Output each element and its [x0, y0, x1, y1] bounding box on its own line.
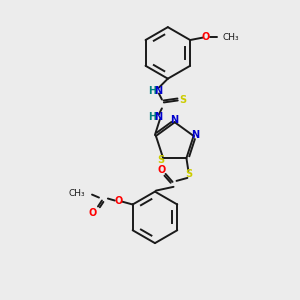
Text: S: S	[179, 95, 186, 106]
Text: CH₃: CH₃	[223, 33, 239, 42]
Text: O: O	[202, 32, 210, 42]
Text: N: N	[191, 130, 200, 140]
Text: N: N	[170, 115, 178, 125]
Text: N: N	[154, 112, 162, 122]
Text: H: H	[148, 112, 156, 122]
Text: S: S	[185, 169, 192, 179]
Text: CH₃: CH₃	[68, 189, 85, 198]
Text: N: N	[154, 85, 162, 96]
Text: O: O	[158, 165, 166, 175]
Text: O: O	[89, 208, 97, 218]
Text: S: S	[158, 155, 165, 165]
Text: O: O	[115, 196, 123, 206]
Text: H: H	[148, 85, 156, 96]
